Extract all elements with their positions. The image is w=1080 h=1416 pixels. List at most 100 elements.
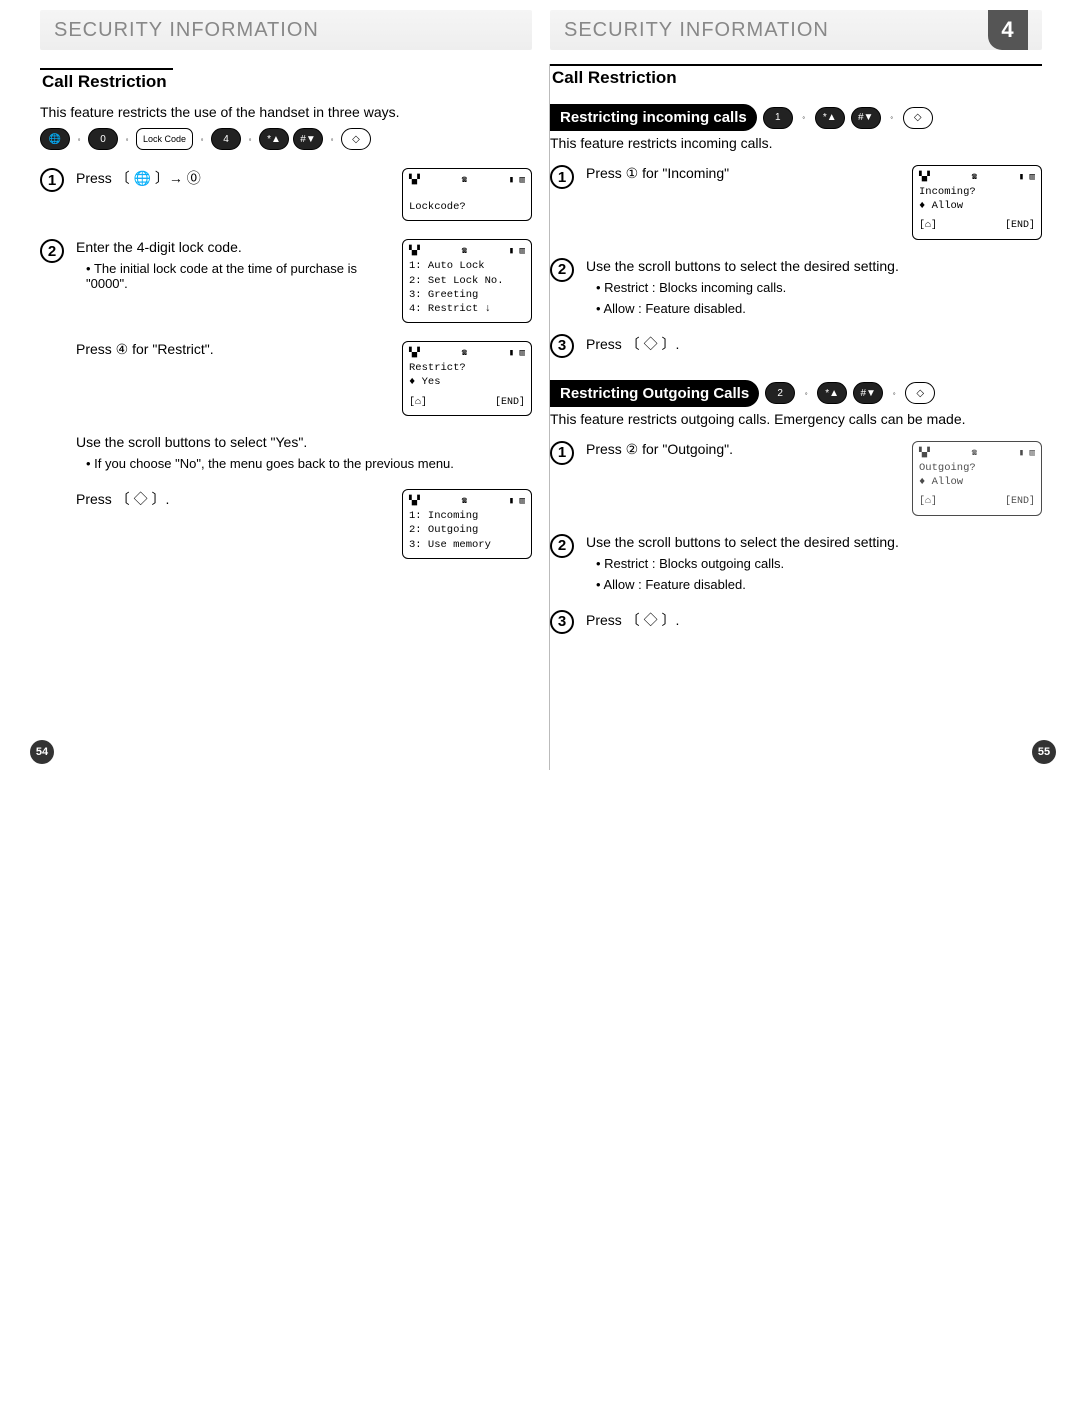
intro-left: This feature restricts the use of the ha… — [40, 104, 532, 120]
step-num: 3 — [550, 334, 574, 358]
step-text: Use the scroll buttons to select "Yes". — [76, 434, 532, 450]
step-row: 1 Press ② for "Outgoing". ▚▞ ☎ ▮ ▥ Outgoin… — [550, 441, 1042, 516]
step-row: 3 Press 〔 ◇ 〕. — [550, 610, 1042, 634]
step-row: 2 Use the scroll buttons to select the d… — [550, 258, 1042, 316]
step-bullet: Restrict : Blocks incoming calls. — [596, 280, 1042, 295]
step-row: Use the scroll buttons to select "Yes". … — [40, 434, 532, 471]
step-text: Press ② for "Outgoing". — [586, 441, 900, 516]
step-text: Press 〔 ◇ 〕. — [586, 610, 1042, 634]
signal-icon: ▚▞ — [919, 171, 930, 183]
header-title: SECURITY INFORMATION — [564, 19, 829, 42]
dots-icon: ◦ — [887, 113, 897, 122]
dots-icon: ◦ — [74, 135, 84, 144]
phone-screen: ▚▞ ☎ ▮ ▥ Outgoing? ♦ Allow [⌂] [END] — [912, 441, 1042, 516]
sub-intro: This feature restricts outgoing calls. E… — [550, 411, 1042, 427]
step-text: Press 〔 🌐 〕→ ⓪ — [76, 168, 390, 221]
phone-screen: ▚▞☎▮ ▥ 1: Incoming 2: Outgoing 3: Use me… — [402, 489, 532, 559]
screen-line: 4: Restrict ↓ — [409, 302, 525, 316]
step-text: Press ① for "Incoming" — [586, 165, 900, 240]
screen-line: Outgoing? — [919, 461, 1035, 475]
key-hash-down: #▼ — [853, 382, 883, 404]
key-1: 1 — [763, 107, 793, 129]
step-text: Press 〔 ◇ 〕. — [586, 334, 1042, 358]
step-row: 2 Enter the 4-digit lock code. The initi… — [40, 239, 532, 323]
phone-icon: ☎ — [462, 245, 467, 257]
phone-screen: ▚▞ ☎ ▮ ▥ 1: Auto Lock 2: Set Lock No. 3: G… — [402, 239, 532, 323]
step-num: 1 — [40, 168, 64, 192]
dots-icon: ◦ — [197, 135, 207, 144]
screen-line: 1: Auto Lock — [409, 259, 525, 273]
phone-icon: ☎ — [972, 447, 977, 459]
softkey-left: [⌂] — [919, 219, 937, 233]
signal-icon: ▚▞ — [409, 495, 420, 507]
step-text: Press 〔 ◇ 〕. — [76, 489, 390, 559]
key-0: 0 — [88, 128, 118, 150]
screen-line: 3: Greeting — [409, 288, 525, 302]
key-star-up: *▲ — [817, 382, 847, 404]
signal-icon: ▚▞ — [409, 245, 420, 257]
step-bullet: The initial lock code at the time of pur… — [86, 261, 390, 291]
softkey-left: [⌂] — [409, 396, 427, 410]
step-text: Enter the 4-digit lock code. — [76, 239, 390, 255]
step-bullet: Restrict : Blocks outgoing calls. — [596, 556, 1042, 571]
battery-icon: ▮ ▥ — [509, 495, 525, 507]
screen-line: Lockcode? — [409, 200, 525, 214]
screen-line: Restrict? — [409, 361, 525, 375]
screen-line: 2: Set Lock No. — [409, 274, 525, 288]
page-right: SECURITY INFORMATION 4 Call Restriction … — [550, 10, 1060, 770]
step-row: 1 Press 〔 🌐 〕→ ⓪ ▚▞☎▮ ▥ Lockcode? — [40, 168, 532, 221]
step-bullet: Allow : Feature disabled. — [596, 577, 1042, 592]
screen-line: ♦ Yes — [409, 375, 525, 389]
step-row: Press ④ for "Restrict". ▚▞ ☎ ▮ ▥ Restrict?… — [40, 341, 532, 416]
battery-icon: ▮ ▥ — [1019, 171, 1035, 183]
section-title-left: Call Restriction — [40, 68, 173, 94]
key-star-up: *▲ — [259, 128, 289, 150]
screen-line: Incoming? — [919, 185, 1035, 199]
phone-screen: ▚▞ ☎ ▮ ▥ Restrict? ♦ Yes [⌂] [END] — [402, 341, 532, 416]
step-num: 2 — [40, 239, 64, 263]
key-star-up: *▲ — [815, 107, 845, 129]
softkey-left: [⌂] — [919, 495, 937, 509]
battery-icon: ▮ ▥ — [509, 347, 525, 359]
step-row: 3 Press 〔 ◇ 〕. — [550, 334, 1042, 358]
sub-intro: This feature restricts incoming calls. — [550, 135, 1042, 151]
header-right: SECURITY INFORMATION 4 — [550, 10, 1042, 50]
key-ok: ◇ — [341, 128, 371, 150]
battery-icon: ▮ ▥ — [509, 174, 525, 186]
page-left: SECURITY INFORMATION Call Restriction Th… — [40, 10, 550, 770]
phone-screen: ▚▞☎▮ ▥ Incoming? ♦ Allow [⌂][END] — [912, 165, 1042, 240]
signal-icon: ▚▞ — [919, 447, 930, 459]
key-4: 4 — [211, 128, 241, 150]
step-bullet: Allow : Feature disabled. — [596, 301, 1042, 316]
dots-icon: ◦ — [122, 135, 132, 144]
dots-icon: ◦ — [245, 135, 255, 144]
sub-title: Restricting Outgoing Calls — [550, 380, 759, 407]
soft-key-icon: 🌐 — [40, 128, 70, 150]
softkey-right: [END] — [495, 396, 525, 410]
dots-icon: ◦ — [327, 135, 337, 144]
battery-icon: ▮ ▥ — [509, 245, 525, 257]
step-row: 1 Press ① for "Incoming" ▚▞☎▮ ▥ Incoming… — [550, 165, 1042, 240]
step-num: 3 — [550, 610, 574, 634]
dots-icon: ◦ — [889, 389, 899, 398]
step-num: 2 — [550, 258, 574, 282]
step-text: Press ④ for "Restrict". — [76, 341, 390, 416]
phone-icon: ☎ — [462, 174, 467, 186]
section-title-right: Call Restriction — [550, 64, 1042, 90]
phone-icon: ☎ — [462, 347, 467, 359]
step-num: 1 — [550, 165, 574, 189]
softkey-right: [END] — [1005, 495, 1035, 509]
screen-line: ♦ Allow — [919, 475, 1035, 489]
key-ok: ◇ — [903, 107, 933, 129]
key-hash-down: #▼ — [851, 107, 881, 129]
phone-screen: ▚▞☎▮ ▥ Lockcode? — [402, 168, 532, 221]
step-text: Use the scroll buttons to select the des… — [586, 258, 1042, 274]
spread: SECURITY INFORMATION Call Restriction Th… — [0, 0, 1080, 780]
page-number: 55 — [1032, 740, 1056, 764]
step-num: 1 — [550, 441, 574, 465]
battery-icon: ▮ ▥ — [1019, 447, 1035, 459]
signal-icon: ▚▞ — [409, 347, 420, 359]
step-row: Press 〔 ◇ 〕. ▚▞☎▮ ▥ 1: Incoming 2: Outgo… — [40, 489, 532, 559]
screen-line: 2: Outgoing — [409, 523, 525, 537]
step-bullet: If you choose "No", the menu goes back t… — [86, 456, 532, 471]
